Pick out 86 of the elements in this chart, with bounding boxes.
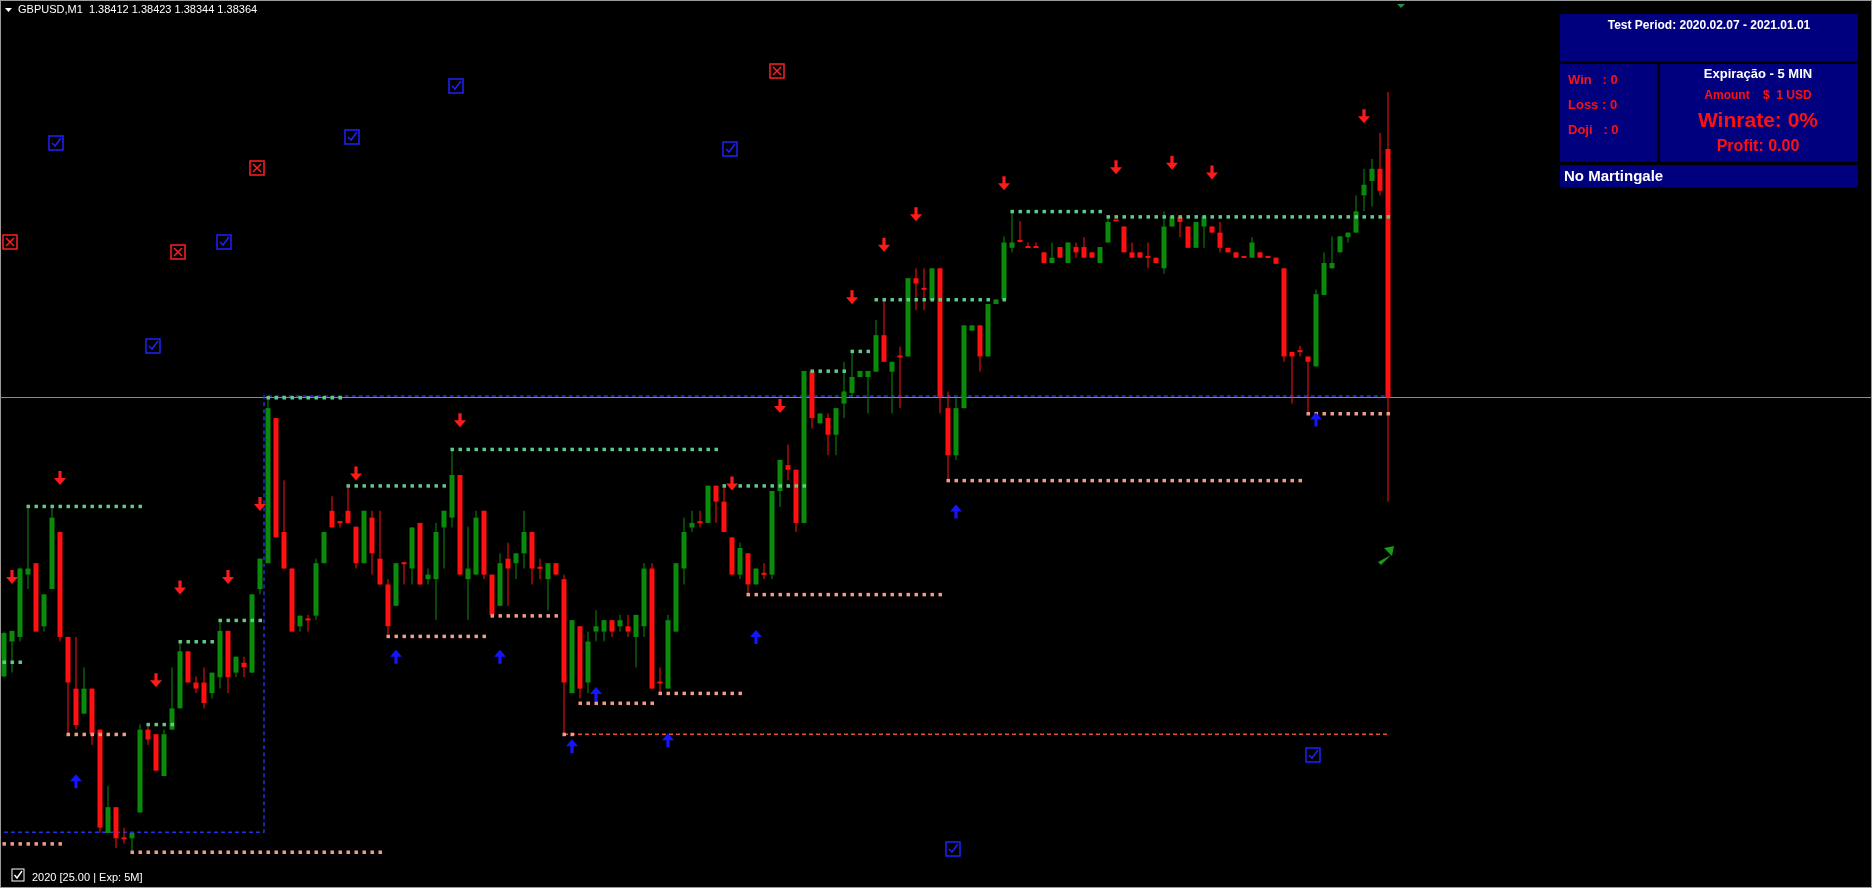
text: Amount $ 1 USD [1704,88,1813,102]
candlestick [521,510,527,570]
point [566,739,578,754]
point [846,290,858,305]
candlestick [1033,241,1039,249]
candlestick [713,485,719,524]
candlestick [1353,194,1359,234]
candlestick [1025,241,1031,249]
text: 2020 [25.00 | Exp: 5M] [32,871,143,883]
point [1310,412,1322,427]
candlestick [1217,221,1223,253]
point [590,686,602,701]
point [1166,155,1178,170]
point [1358,109,1370,124]
candlestick [201,666,207,709]
point [254,496,266,511]
candlestick [345,485,351,524]
candlestick [697,510,703,528]
candlestick [537,558,543,580]
candlestick [1105,216,1111,243]
candlestick [785,444,791,481]
candlestick [513,552,519,580]
candlestick [401,561,407,585]
candlestick [209,672,215,699]
chart-title: GBPUSD,M1 1.38412 1.38423 1.38344 1.38364 [18,3,258,15]
candlestick [897,346,903,409]
text: No Martingale [1564,167,1664,184]
candlestick [761,562,767,580]
candlestick [545,562,551,611]
text: Profit: 0.00 [1716,137,1800,154]
candlestick [1145,241,1151,269]
candlestick [305,614,311,633]
candlestick [625,614,631,638]
candlestick [1361,168,1367,212]
text: Expiração - 5 MIN [1703,66,1813,81]
candlestick [121,827,127,845]
candlestick [1369,158,1375,208]
text: Doji : 0 [1568,122,1619,137]
candlestick [593,609,599,642]
point [494,649,506,664]
point [70,774,82,789]
candlestick [633,614,639,668]
candlestick [825,412,831,456]
point [54,471,66,486]
point [174,580,186,595]
candlestick [329,495,335,528]
point [454,413,466,428]
candlestick [889,361,895,414]
point [750,629,762,644]
point [950,504,962,519]
candlestick [25,507,31,590]
candlestick [441,510,447,570]
candlestick [1297,345,1303,357]
point [878,237,890,252]
candlestick [505,542,511,607]
candlestick [1249,236,1255,259]
candlestick [1329,235,1335,269]
candlestick [193,675,199,694]
candlestick [617,614,623,633]
point [998,176,1010,191]
candlestick [337,521,343,528]
text: Test Period: 2020.02.07 - 2021.01.01 [1607,18,1811,32]
point [774,398,786,413]
candlestick [1081,236,1087,259]
point [726,476,738,491]
point [222,569,234,584]
point [6,569,18,584]
candlestick [1073,241,1079,259]
candlestick [1201,216,1207,249]
point [390,649,402,664]
point [1110,160,1122,175]
candlestick [1129,241,1135,259]
candlestick [601,619,607,642]
text: Win : 0 [1568,72,1618,87]
candlestick [1377,132,1383,196]
point [662,733,674,748]
text: Winrate: 0% [1697,108,1819,131]
candlestick [465,526,471,621]
point [1206,165,1218,180]
text: Loss : 0 [1568,97,1618,112]
point [350,466,362,481]
candlestick [145,726,151,746]
candlestick [865,370,871,414]
point [910,207,922,222]
candlestick [841,361,847,419]
point [150,673,162,688]
